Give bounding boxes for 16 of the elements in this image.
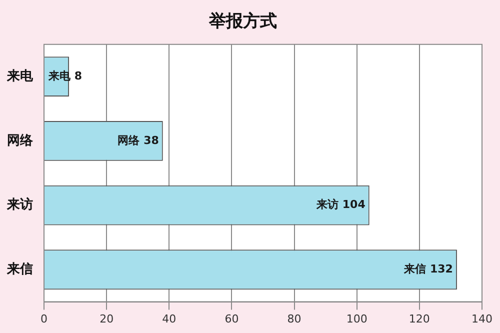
- y-tick-label: 来信: [6, 262, 33, 277]
- x-tick-label: 0: [40, 312, 48, 326]
- x-tick-label: 80: [287, 312, 302, 326]
- x-tick-label: 140: [472, 312, 492, 326]
- data-label: 来信 132: [403, 262, 453, 276]
- x-tick-label: 40: [162, 312, 176, 326]
- x-tick-label: 60: [224, 312, 239, 326]
- y-tick-label: 来访: [6, 196, 33, 213]
- y-tick-label: 来电: [6, 68, 34, 84]
- data-label: 来访 104: [316, 198, 366, 212]
- x-tick-label: 120: [408, 312, 430, 326]
- x-tick-label: 20: [100, 312, 114, 326]
- chart-title: 举报方式: [208, 12, 277, 32]
- data-label: 网络 38: [118, 134, 159, 147]
- x-tick-label: 100: [346, 312, 368, 326]
- y-tick-label: 网络: [7, 133, 34, 148]
